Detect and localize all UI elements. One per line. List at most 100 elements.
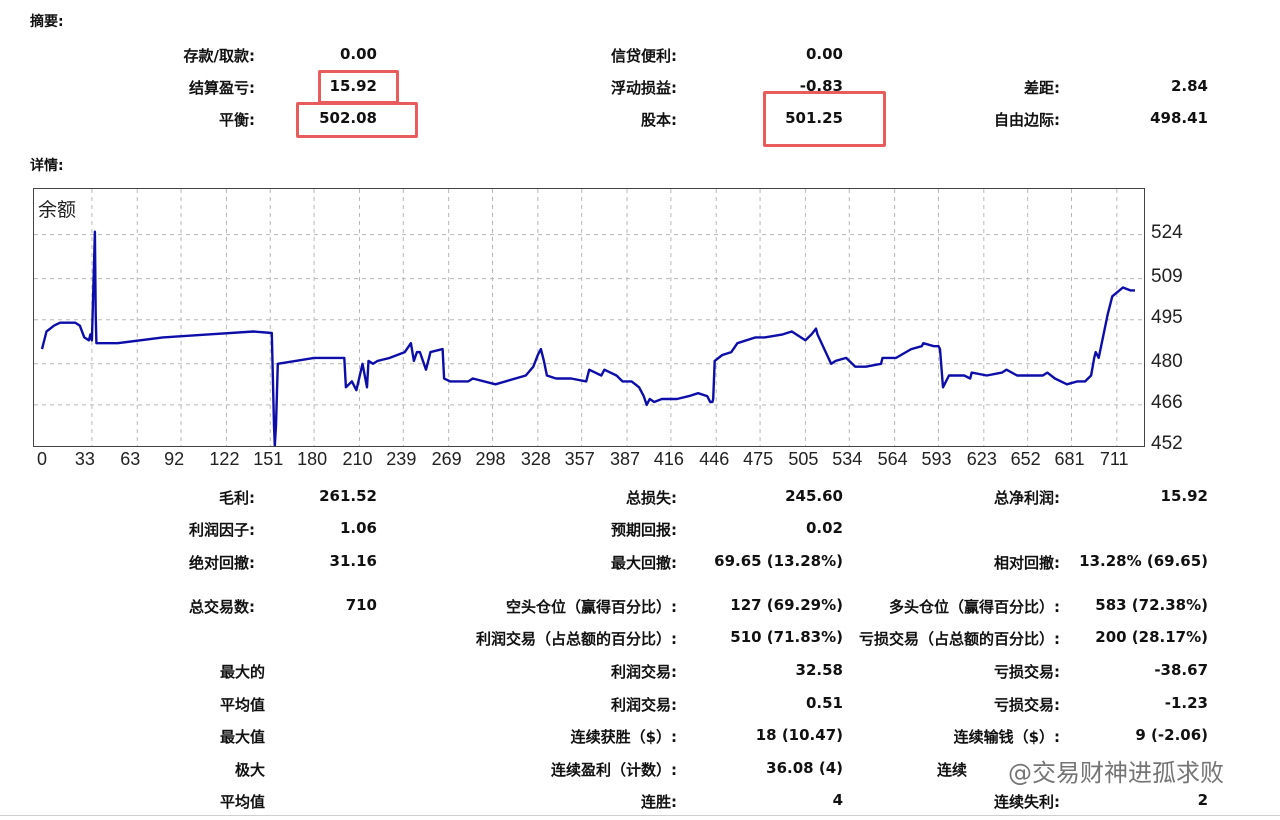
x-tick-label: 269 (431, 449, 462, 469)
profit-trades-value: 510 (71.83%) (730, 628, 843, 646)
x-tick-label: 564 (877, 449, 908, 469)
maximal-cons-profit-label: 连续盈利（计数）: (551, 761, 677, 779)
floating-pnl-value: -0.83 (799, 77, 843, 95)
avg-cons-wins-value: 4 (832, 791, 843, 809)
free-margin-label: 自由边际: (994, 111, 1060, 129)
balance-chart: 余额 (33, 188, 1145, 447)
y-tick-label: 466 (1151, 391, 1183, 413)
balance-chart-svg (34, 189, 1144, 446)
total-trades-value: 710 (345, 596, 377, 614)
x-tick-label: 0 (37, 449, 48, 469)
abs-drawdown-label: 绝对回撤: (189, 554, 255, 572)
max-label: 最大值 (219, 728, 265, 746)
abs-drawdown-value: 31.16 (329, 552, 377, 570)
x-tick-label: 681 (1054, 449, 1085, 469)
profit-trades-label: 利润交易（占总额的百分比）: (476, 630, 677, 648)
x-tick-label: 505 (788, 449, 819, 469)
x-tick-label: 180 (297, 449, 328, 469)
gross-loss-value: 245.60 (785, 487, 843, 505)
details-title: 详情: (30, 158, 64, 174)
expected-payoff-value: 0.02 (805, 519, 843, 537)
watermark-text: @交易财神进孤求败 (1008, 759, 1224, 787)
x-tick-label: 387 (610, 449, 641, 469)
margin-value: 2.84 (1170, 77, 1208, 95)
loss-trades-label: 亏损交易（占总额的百分比）: (859, 630, 1060, 648)
y-tick-label: 509 (1151, 265, 1183, 287)
avg-loss-label: 亏损交易: (994, 696, 1060, 714)
x-tick-label: 652 (1010, 449, 1041, 469)
profit-factor-label: 利润因子: (189, 521, 255, 539)
avg-cons-losses-label: 连续失利: (994, 793, 1060, 811)
bottom-divider (0, 815, 1280, 816)
largest-loss-label: 亏损交易: (994, 663, 1060, 681)
deposit-value: 0.00 (339, 45, 377, 63)
x-tick-label: 416 (653, 449, 684, 469)
x-tick-label: 151 (253, 449, 284, 469)
free-margin-value: 498.41 (1150, 109, 1208, 127)
equity-label: 股本: (641, 111, 677, 129)
long-positions-label: 多头仓位（赢得百分比）: (889, 598, 1060, 616)
balance-label: 平衡: (219, 111, 255, 129)
closed-pnl-value: 15.92 (329, 77, 377, 95)
largest-profit-value: 32.58 (795, 661, 843, 679)
max-cons-wins-label: 连续获胜（$）: (570, 728, 677, 746)
profit-factor-value: 1.06 (339, 519, 377, 537)
credit-value: 0.00 (805, 45, 843, 63)
net-profit-value: 15.92 (1160, 487, 1208, 505)
loss-trades-value: 200 (28.17%) (1095, 628, 1208, 646)
y-tick-label: 480 (1151, 350, 1183, 372)
maximal-label: 极大 (234, 761, 265, 779)
margin-label: 差距: (1024, 79, 1060, 97)
balance-line (40, 230, 1135, 446)
gross-profit-label: 毛利: (219, 489, 255, 507)
x-tick-label: 33 (74, 449, 95, 469)
x-tick-label: 623 (966, 449, 997, 469)
largest-profit-label: 利润交易: (611, 663, 677, 681)
credit-label: 信贷便利: (611, 47, 677, 65)
average-label: 平均值 (219, 696, 265, 714)
largest-label: 最大的 (219, 663, 265, 681)
average2-label: 平均值 (219, 793, 265, 811)
max-cons-losses-label: 连续输钱（$）: (953, 728, 1060, 746)
closed-pnl-label: 结算盈亏: (189, 79, 255, 97)
short-positions-value: 127 (69.29%) (730, 596, 843, 614)
x-tick-label: 63 (120, 449, 141, 469)
chart-title: 余额 (38, 195, 77, 222)
max-cons-losses-value: 9 (-2.06) (1135, 726, 1208, 744)
x-tick-label: 357 (564, 449, 595, 469)
equity-value: 501.25 (785, 109, 843, 127)
x-tick-label: 239 (386, 449, 417, 469)
x-tick-label: 446 (699, 449, 730, 469)
summary-title: 摘要: (30, 14, 64, 30)
short-positions-label: 空头仓位（赢得百分比）: (506, 598, 677, 616)
x-tick-label: 534 (832, 449, 863, 469)
max-cons-wins-value: 18 (10.47) (755, 726, 843, 744)
highlight-box-balance (296, 102, 418, 138)
x-tick-label: 328 (520, 449, 551, 469)
max-drawdown-label: 最大回撤: (611, 554, 677, 572)
x-tick-label: 122 (209, 449, 240, 469)
balance-value: 502.08 (319, 109, 377, 127)
max-drawdown-value: 69.65 (13.28%) (714, 552, 843, 570)
net-profit-label: 总净利润: (994, 489, 1060, 507)
long-positions-value: 583 (72.38%) (1095, 596, 1208, 614)
avg-profit-label: 利润交易: (611, 696, 677, 714)
rel-drawdown-label: 相对回撤: (994, 554, 1060, 572)
gross-loss-label: 总损失: (626, 489, 677, 507)
total-trades-label: 总交易数: (189, 598, 255, 616)
x-tick-label: 711 (1099, 449, 1129, 469)
largest-loss-value: -38.67 (1154, 661, 1208, 679)
deposit-label: 存款/取款: (183, 47, 255, 65)
highlight-box-equity (763, 91, 886, 147)
floating-pnl-label: 浮动损益: (611, 79, 677, 97)
avg-loss-value: -1.23 (1164, 694, 1208, 712)
expected-payoff-label: 预期回报: (611, 521, 677, 539)
x-tick-label: 92 (164, 449, 185, 469)
maximal-cons-loss-label: 连续 (937, 761, 968, 779)
avg-cons-losses-value: 2 (1197, 791, 1208, 809)
rel-drawdown-value: 13.28% (69.65) (1079, 552, 1208, 570)
maximal-cons-profit-value: 36.08 (4) (766, 759, 843, 777)
avg-cons-wins-label: 连胜: (641, 793, 677, 811)
y-tick-label: 452 (1151, 433, 1183, 454)
y-tick-label: 524 (1151, 221, 1183, 243)
